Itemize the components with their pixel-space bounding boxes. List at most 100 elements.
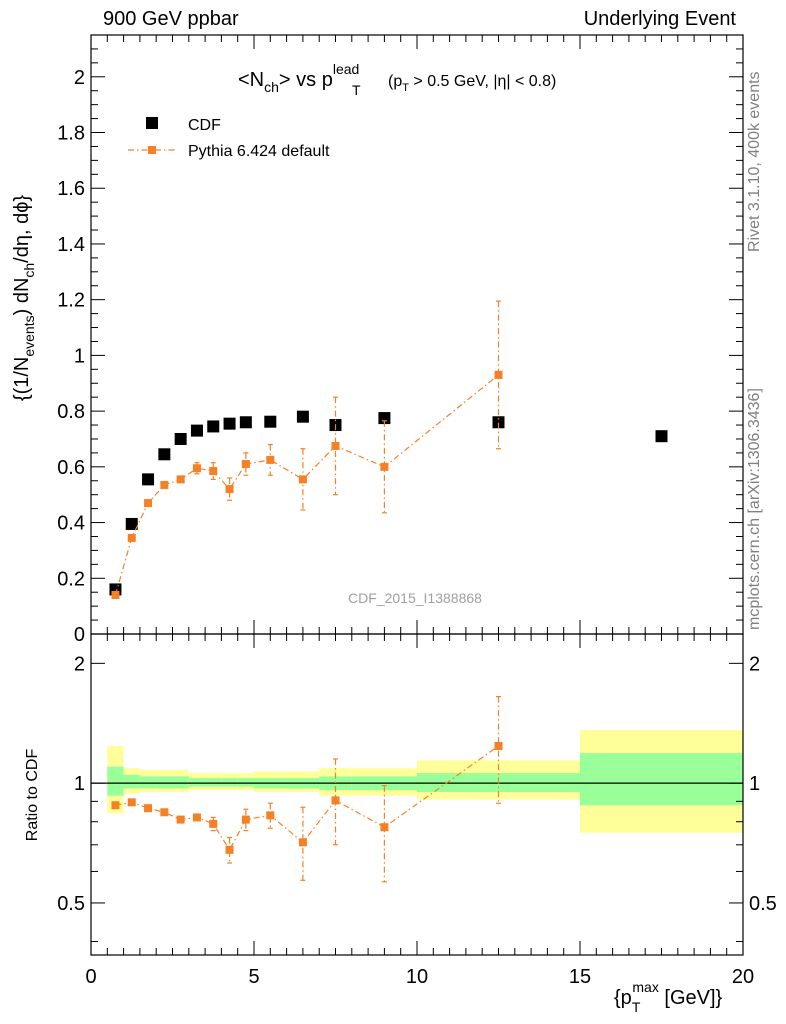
ratio-y-tick-label: 2: [74, 653, 85, 675]
main-y-tick-label: 2: [74, 67, 85, 89]
xlabel-part-rest: [GeV]}: [659, 987, 723, 1009]
cdf-data-point: [142, 473, 155, 486]
ratio-band-inner: [107, 766, 124, 796]
pythia-data-point: [111, 590, 120, 599]
main-y-tick-label: 1.8: [57, 123, 85, 145]
legend: CDF Pythia 6.424 default: [128, 117, 330, 160]
svg-text:{(1/Nevents) dNch/dη, dϕ}: {(1/Nevents) dNch/dη, dϕ}: [11, 195, 37, 402]
title-cut-p: (p: [388, 73, 402, 90]
main-y-tick-label: 0.4: [57, 513, 85, 535]
x-tick-label: 0: [85, 966, 96, 988]
ratio-band-inner: [139, 776, 157, 789]
main-y-tick-label: 0.8: [57, 401, 85, 423]
ylabel-part-3: ) dN: [11, 278, 33, 316]
ratio-band-inner: [123, 774, 140, 789]
ratio-data-point: [331, 796, 340, 805]
ratio-band-inner: [221, 778, 238, 787]
cdf-data-point: [158, 448, 171, 461]
ratio-band-inner: [580, 753, 743, 806]
main-y-tick-label: 1.6: [57, 178, 85, 200]
main-ylabel: {(1/Nevents) dNch/dη, dϕ}: [11, 195, 37, 402]
pythia-series-line: [114, 374, 499, 596]
analysis-watermark: CDF_2015_I1388868: [348, 590, 482, 606]
xlabel-part-max-sup: max: [632, 979, 658, 995]
pythia-data-point: [380, 462, 389, 471]
ratio-data-point: [266, 811, 275, 820]
x-tick-label: 20: [732, 966, 754, 988]
x-tick-label: 15: [569, 966, 591, 988]
main-title-t-sub: T: [352, 82, 361, 98]
ratio-data-point: [209, 819, 218, 828]
ratio-panel-marks: [111, 695, 503, 883]
main-y-tick-label: 0.2: [57, 568, 85, 590]
ratio-data-point: [160, 808, 169, 817]
ratio-band-inner: [172, 776, 189, 789]
ratio-y-tick-label-right: 2: [749, 653, 760, 675]
pythia-data-point: [192, 464, 201, 473]
xlabel-part-p: {p: [614, 987, 632, 1009]
legend-marker-pythia: [148, 146, 156, 154]
pythia-data-point: [331, 441, 340, 450]
header-right-label: Underlying Event: [583, 8, 736, 30]
main-y-tick-label: 0: [74, 624, 85, 646]
cdf-data-point: [223, 417, 236, 430]
cdf-data-point: [207, 420, 220, 433]
main-y-tick-label: 1.4: [57, 234, 85, 256]
ratio-data-point: [127, 798, 136, 807]
legend-label-pythia: Pythia 6.424 default: [188, 143, 330, 160]
ratio-y-tick-label: 1: [74, 773, 85, 795]
ratio-y-tick-label: 0.5: [57, 893, 85, 915]
pythia-data-point: [209, 467, 218, 476]
main-title-cut: (pT > 0.5 GeV, |η| < 0.8): [388, 73, 556, 94]
ratio-ylabel: Ratio to CDF: [24, 749, 41, 842]
cdf-data-point: [378, 412, 391, 425]
axis-ticks: 0 5 10 15 20 0 0.2 0.4 0.6 0.8 1 1.2 1.4 1.6 1.8 2 0.5 0.…: [57, 34, 777, 988]
ratio-data-point: [494, 741, 503, 750]
x-tick-label: 10: [406, 966, 428, 988]
cdf-data-point: [190, 424, 203, 437]
cdf-data-point: [655, 430, 668, 443]
ratio-band-inner: [205, 778, 222, 787]
title-part-vs: > vs p: [279, 69, 333, 91]
ratio-y-tick-label-right: 0.5: [749, 893, 777, 915]
title-cut-rest: > 0.5 GeV, |η| < 0.8): [409, 73, 556, 90]
pythia-data-point: [241, 460, 250, 469]
cdf-data-point: [492, 416, 505, 429]
ratio-y-tick-label-right: 1: [749, 773, 760, 795]
pythia-data-point: [144, 499, 153, 508]
title-part-n: <N: [238, 69, 264, 91]
cdf-data-point: [174, 432, 187, 445]
ratio-data-point: [176, 815, 185, 824]
ratio-data-point: [111, 801, 120, 810]
title-part-lead-sup: lead: [333, 61, 359, 77]
cdf-data-point: [264, 415, 277, 428]
cdf-data-point: [125, 517, 138, 530]
ratio-band-inner: [156, 776, 173, 789]
title-part-ch-sub: ch: [264, 79, 279, 95]
ratio-data-point: [144, 804, 153, 813]
ylabel-part-events: events: [21, 315, 37, 356]
pythia-data-point: [176, 475, 185, 484]
pythia-data-point: [160, 480, 169, 489]
xlabel: {pTmax [GeV]}: [614, 979, 723, 1015]
ylabel-part-ch: ch: [21, 263, 37, 278]
cdf-data-point: [296, 410, 309, 423]
main-title: <Nch> vs plead: [238, 61, 359, 95]
header-left-label: 900 GeV ppbar: [103, 8, 239, 30]
ratio-data-point: [225, 845, 234, 854]
pythia-data-point: [225, 485, 234, 494]
pythia-data-point: [494, 370, 503, 379]
ratio-data-point: [298, 838, 307, 847]
ratio-data-point: [192, 813, 201, 822]
pythia-data-point: [266, 455, 275, 464]
title-cut-t-sub: T: [402, 82, 409, 94]
legend-label-cdf: CDF: [188, 117, 221, 134]
x-tick-label: 5: [248, 966, 259, 988]
ylabel-part-1: {(1/N: [11, 357, 33, 401]
ylabel-part-5: /dη, dϕ}: [11, 195, 33, 263]
ratio-band-inner: [237, 778, 254, 787]
main-y-tick-label: 0.6: [57, 457, 85, 479]
main-y-tick-label: 1: [74, 345, 85, 367]
pythia-data-point: [127, 533, 136, 542]
